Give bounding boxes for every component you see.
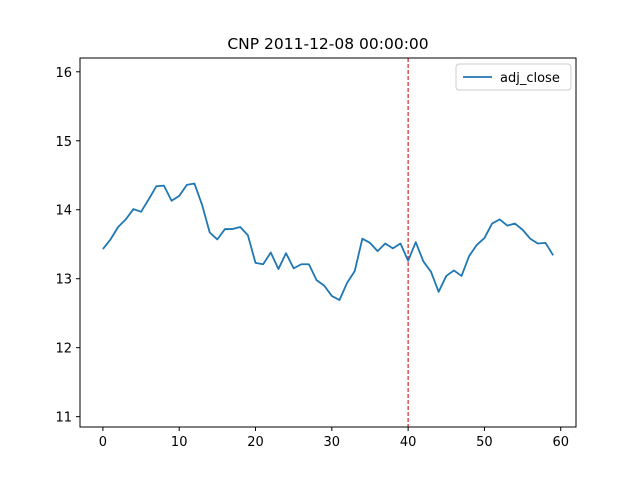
chart-title: CNP 2011-12-08 00:00:00 — [227, 35, 428, 53]
legend-box — [455, 63, 572, 91]
y-tick-label: 11 — [55, 411, 72, 426]
x-tick-label: 0 — [99, 435, 107, 450]
x-tick-label: 30 — [324, 435, 341, 450]
x-tick-label: 10 — [171, 435, 188, 450]
y-tick-label: 14 — [55, 204, 72, 219]
x-tick-label: 60 — [552, 435, 569, 450]
x-tick-label: 50 — [476, 435, 493, 450]
y-tick-label: 13 — [55, 273, 72, 288]
series-line-adj-close — [102, 182, 554, 301]
y-tick-label: 15 — [55, 135, 72, 150]
axes-frame — [79, 57, 577, 428]
legend-label-adj-close: adj_close — [500, 71, 560, 86]
y-tick-label: 12 — [55, 342, 72, 357]
plot-area — [79, 57, 577, 428]
x-axis: 0 10 20 30 40 50 60 — [99, 427, 569, 450]
x-tick-label: 20 — [247, 435, 264, 450]
legend: adj_close — [455, 63, 572, 91]
y-axis: 11 12 13 14 15 16 — [55, 66, 80, 426]
x-tick-label: 40 — [400, 435, 417, 450]
y-tick-label: 16 — [55, 66, 72, 81]
